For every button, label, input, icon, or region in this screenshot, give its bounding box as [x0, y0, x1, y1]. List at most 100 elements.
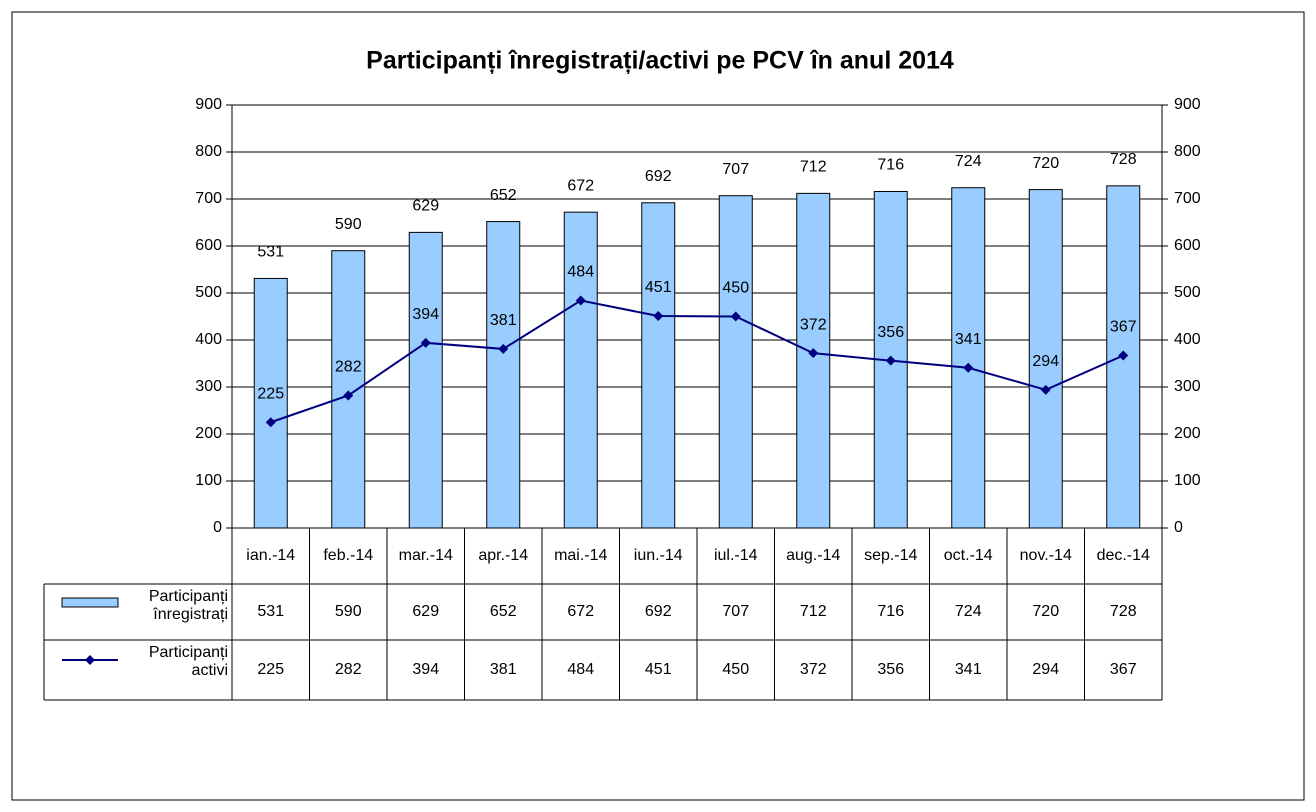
line-value-label: 225 [257, 385, 284, 402]
y-tick-label: 500 [195, 284, 222, 301]
table-value: 394 [412, 661, 439, 678]
x-tick-label: mar.-14 [399, 547, 453, 564]
line-marker [730, 311, 741, 322]
legend-label: Participanți activi [148, 644, 228, 679]
x-tick-label: dec.-14 [1097, 547, 1150, 564]
line-value-label: 450 [722, 280, 749, 297]
line-value-label: 367 [1110, 319, 1137, 336]
bar [951, 187, 986, 529]
legend-key [61, 597, 119, 608]
x-tick-label: feb.-14 [323, 547, 373, 564]
x-tick-label: aug.-14 [786, 547, 840, 564]
bar [1028, 189, 1063, 529]
y2-tick-label: 900 [1174, 96, 1201, 113]
y2-tick-label: 300 [1174, 378, 1201, 395]
y-tick-label: 700 [195, 190, 222, 207]
table-value: 692 [645, 603, 672, 620]
bar-value-label: 590 [335, 216, 362, 233]
line-value-label: 484 [567, 264, 594, 281]
line-marker [808, 348, 819, 359]
line [270, 299, 1124, 424]
y2-tick-label: 100 [1174, 472, 1201, 489]
y2-tick-label: 800 [1174, 143, 1201, 160]
bar-value-label: 652 [490, 187, 517, 204]
table-value: 728 [1110, 603, 1137, 620]
table-value: 629 [412, 603, 439, 620]
bar [796, 192, 831, 529]
table-value: 381 [490, 661, 517, 678]
line-marker [343, 390, 354, 401]
y-tick-label: 900 [195, 96, 222, 113]
bar-value-label: 728 [1110, 151, 1137, 168]
table-value: 712 [800, 603, 827, 620]
line-value-label: 282 [335, 359, 362, 376]
x-tick-label: iul.-14 [714, 547, 758, 564]
table-value: 341 [955, 661, 982, 678]
y-tick-label: 400 [195, 331, 222, 348]
line-marker [498, 343, 509, 354]
table-value: 372 [800, 661, 827, 678]
bar-value-label: 720 [1032, 155, 1059, 172]
legend-entry: Participanți înregistrați [148, 588, 228, 623]
table-value: 652 [490, 603, 517, 620]
table-value: 716 [877, 603, 904, 620]
line-marker [1040, 384, 1051, 395]
bar [718, 195, 753, 529]
legend-key [85, 655, 95, 665]
line-value-label: 294 [1032, 353, 1059, 370]
bar-value-label: 692 [645, 168, 672, 185]
bar-value-label: 531 [257, 244, 284, 261]
line-marker [420, 337, 431, 348]
line-value-label: 341 [955, 331, 982, 348]
table-value: 282 [335, 661, 362, 678]
bar [486, 221, 521, 529]
y-tick-label: 300 [195, 378, 222, 395]
bar [331, 250, 366, 529]
bar [563, 211, 598, 529]
legend-entry: Participanți activi [148, 644, 228, 679]
x-tick-label: mai.-14 [554, 547, 607, 564]
table-value: 724 [955, 603, 982, 620]
table-value: 720 [1032, 603, 1059, 620]
bar-value-label: 724 [955, 153, 982, 170]
line-marker [265, 417, 276, 428]
x-tick-label: iun.-14 [634, 547, 683, 564]
line-marker [653, 311, 664, 322]
bar-value-label: 707 [722, 161, 749, 178]
y2-tick-label: 600 [1174, 237, 1201, 254]
bar-value-label: 712 [800, 159, 827, 176]
table-value: 450 [722, 661, 749, 678]
x-tick-label: nov.-14 [1020, 547, 1072, 564]
table-value: 294 [1032, 661, 1059, 678]
bar-value-label: 672 [567, 177, 594, 194]
bar-value-label: 629 [412, 198, 439, 215]
bar [408, 231, 443, 529]
table-value: 590 [335, 603, 362, 620]
line-value-label: 381 [490, 312, 517, 329]
bar-value-label: 716 [877, 157, 904, 174]
x-tick-label: ian.-14 [246, 547, 295, 564]
line-marker [885, 355, 896, 366]
table-value: 672 [567, 603, 594, 620]
x-tick-label: oct.-14 [944, 547, 993, 564]
chart-title: Participanți înregistrați/activi pe PCV … [366, 47, 954, 75]
table-value: 367 [1110, 661, 1137, 678]
table-value: 484 [567, 661, 594, 678]
y2-tick-label: 0 [1174, 519, 1183, 536]
y-tick-label: 800 [195, 143, 222, 160]
y2-tick-label: 500 [1174, 284, 1201, 301]
line-value-label: 356 [877, 324, 904, 341]
y-tick-label: 100 [195, 472, 222, 489]
line-value-label: 372 [800, 316, 827, 333]
y2-tick-label: 400 [1174, 331, 1201, 348]
y-tick-label: 600 [195, 237, 222, 254]
x-tick-label: apr.-14 [478, 547, 528, 564]
line-value-label: 394 [412, 306, 439, 323]
line-marker [963, 362, 974, 373]
legend-label: Participanți înregistrați [148, 588, 228, 623]
y-tick-label: 200 [195, 425, 222, 442]
line-marker [575, 295, 586, 306]
y-tick-label: 0 [213, 519, 222, 536]
table-value: 225 [257, 661, 284, 678]
